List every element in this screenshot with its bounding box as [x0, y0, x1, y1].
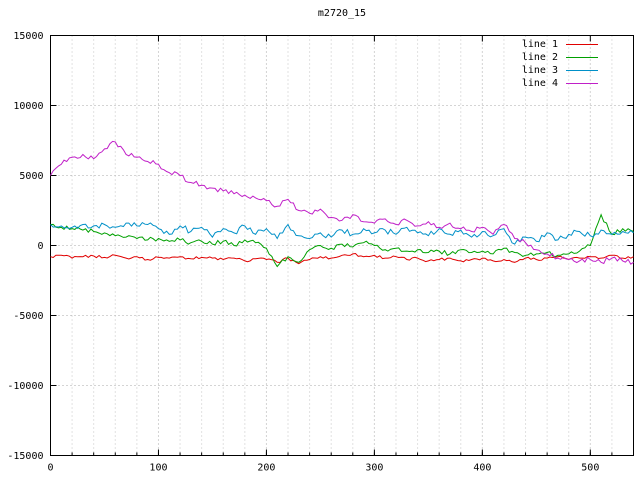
legend-label: line 3	[521, 64, 558, 76]
chart-title: m2720_15	[317, 8, 367, 19]
svg-text:300: 300	[365, 463, 383, 474]
legend-line-sample	[566, 56, 598, 58]
legend: line 1 line 2 line 3 line 4	[521, 38, 598, 89]
svg-text:10000: 10000	[13, 101, 43, 112]
legend-line-sample	[566, 82, 598, 84]
legend-line-sample	[566, 43, 598, 45]
legend-line-sample	[566, 69, 598, 71]
svg-text:15000: 15000	[13, 31, 43, 42]
svg-text:-15000: -15000	[7, 451, 43, 462]
legend-label: line 1	[521, 38, 558, 50]
svg-text:200: 200	[257, 463, 275, 474]
svg-text:0: 0	[47, 463, 53, 474]
legend-item: line 4	[521, 77, 598, 89]
legend-label: line 4	[521, 77, 558, 89]
legend-label: line 2	[521, 51, 558, 63]
svg-text:-10000: -10000	[7, 381, 43, 392]
svg-text:500: 500	[581, 463, 599, 474]
legend-item: line 2	[521, 51, 598, 63]
svg-text:-5000: -5000	[13, 311, 43, 322]
svg-text:0: 0	[37, 241, 43, 252]
legend-item: line 3	[521, 64, 598, 76]
svg-text:100: 100	[149, 463, 167, 474]
legend-item: line 1	[521, 38, 598, 50]
svg-text:5000: 5000	[19, 171, 43, 182]
svg-text:400: 400	[473, 463, 491, 474]
